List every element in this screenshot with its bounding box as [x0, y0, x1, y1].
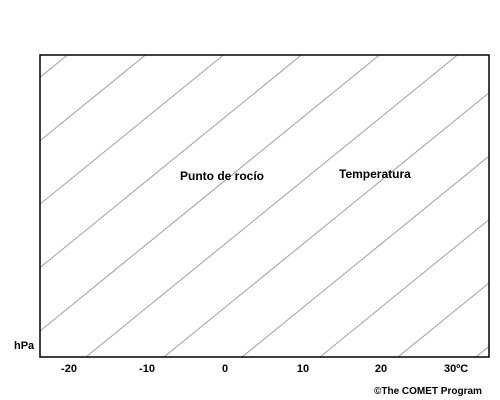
- isotherm-line: [40, 55, 303, 269]
- isotherm-line: [40, 55, 69, 78]
- isotherm-line: [163, 92, 489, 357]
- dewpoint-series-label: Punto de rocío: [180, 169, 264, 183]
- temperature-tick-label: -20: [61, 363, 77, 375]
- temperature-tick-label: -10: [139, 363, 155, 375]
- temperature-tick-label: 10: [297, 363, 309, 375]
- temperature-tick-label: 0: [222, 363, 228, 375]
- isotherm-line: [40, 55, 147, 142]
- isotherm-line: [397, 282, 489, 357]
- isotherm-line: [0, 30, 20, 380]
- temperature-unit-label: 30ºC: [444, 363, 468, 375]
- isotherm-line: [241, 155, 489, 357]
- isotherm-line: [475, 345, 489, 357]
- isotherm-line: [319, 218, 489, 357]
- pressure-unit-label: hPa: [14, 340, 35, 352]
- temperature-series-label: Temperatura: [339, 167, 411, 181]
- isotherm-line: [40, 55, 381, 332]
- plot-frame: [39, 54, 490, 358]
- isotherm-line: [40, 55, 225, 205]
- temperature-tick-label: 20: [375, 363, 387, 375]
- copyright-credit: ©The COMET Program: [374, 386, 482, 397]
- skewt-background-lines: [0, 30, 489, 380]
- isotherm-line: [85, 55, 459, 357]
